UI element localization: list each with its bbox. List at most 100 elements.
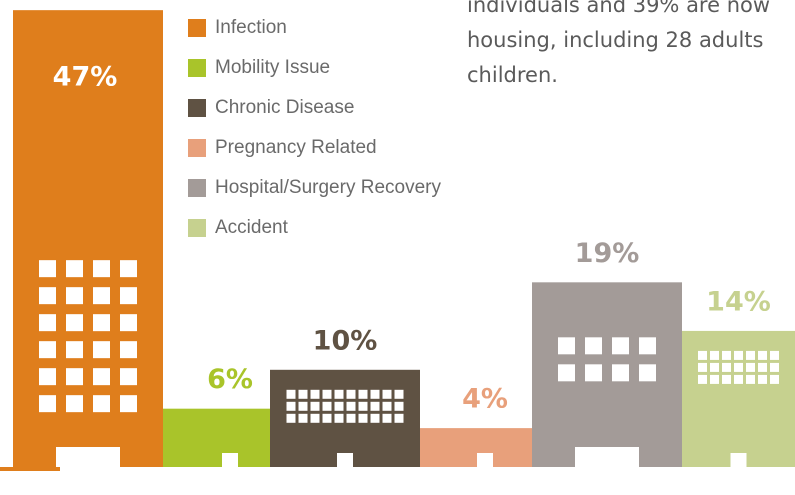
window — [323, 402, 332, 411]
window — [734, 351, 743, 360]
legend-label: Infection — [215, 17, 287, 38]
window — [770, 351, 779, 360]
window — [287, 402, 296, 411]
window — [39, 395, 56, 412]
value-label: 10% — [313, 325, 378, 356]
window — [311, 402, 320, 411]
window — [639, 337, 656, 354]
window — [93, 395, 110, 412]
window — [93, 287, 110, 304]
window — [335, 390, 344, 399]
window — [722, 351, 731, 360]
window — [758, 375, 767, 384]
window — [66, 260, 83, 277]
window — [335, 402, 344, 411]
window — [698, 363, 707, 372]
window — [93, 368, 110, 385]
window — [359, 402, 368, 411]
bar — [532, 282, 682, 467]
window — [335, 414, 344, 423]
window — [93, 314, 110, 331]
window — [120, 368, 137, 385]
legend-swatch — [188, 99, 206, 117]
window — [39, 314, 56, 331]
window — [120, 287, 137, 304]
window — [299, 402, 308, 411]
window — [39, 260, 56, 277]
window — [311, 390, 320, 399]
window — [120, 260, 137, 277]
window — [698, 351, 707, 360]
window — [371, 390, 380, 399]
door — [575, 447, 639, 467]
window — [120, 395, 137, 412]
window — [585, 364, 602, 381]
window — [299, 414, 308, 423]
window — [722, 375, 731, 384]
window — [746, 363, 755, 372]
value-label: 14% — [706, 286, 771, 317]
window — [347, 390, 356, 399]
legend-label: Chronic Disease — [215, 97, 354, 118]
annotation-text: housing, including 28 adults — [467, 28, 763, 52]
window — [639, 364, 656, 381]
chart: individuals and 39% are now housing, incl… — [0, 0, 795, 495]
window — [347, 414, 356, 423]
door — [56, 447, 120, 467]
value-label: 4% — [462, 384, 508, 415]
annotation-text: children. — [467, 63, 558, 87]
window — [299, 390, 308, 399]
window — [39, 368, 56, 385]
window — [734, 375, 743, 384]
window — [734, 363, 743, 372]
value-label: 47% — [53, 62, 118, 93]
window — [323, 414, 332, 423]
window — [383, 402, 392, 411]
window — [66, 368, 83, 385]
window — [287, 390, 296, 399]
window — [93, 341, 110, 358]
window — [746, 375, 755, 384]
door — [477, 453, 493, 467]
legend-label: Accident — [215, 217, 289, 238]
legend-swatch — [188, 139, 206, 157]
window — [395, 402, 404, 411]
window — [746, 351, 755, 360]
window — [585, 337, 602, 354]
window — [359, 390, 368, 399]
window — [722, 363, 731, 372]
window — [311, 414, 320, 423]
window — [287, 414, 296, 423]
value-label: 6% — [207, 364, 253, 395]
window — [66, 314, 83, 331]
window — [383, 414, 392, 423]
legend-label: Hospital/Surgery Recovery — [215, 177, 441, 198]
ground-strip — [0, 467, 60, 471]
window — [758, 351, 767, 360]
window — [359, 414, 368, 423]
window — [120, 314, 137, 331]
window — [770, 363, 779, 372]
window — [558, 364, 575, 381]
window — [710, 375, 719, 384]
legend-swatch — [188, 19, 206, 37]
window — [612, 364, 629, 381]
window — [612, 337, 629, 354]
window — [698, 375, 707, 384]
window — [323, 390, 332, 399]
window — [93, 260, 110, 277]
window — [770, 375, 779, 384]
window — [371, 402, 380, 411]
window — [710, 351, 719, 360]
window — [558, 337, 575, 354]
window — [395, 390, 404, 399]
door — [222, 453, 238, 467]
window — [39, 341, 56, 358]
legend-swatch — [188, 179, 206, 197]
window — [120, 341, 137, 358]
annotation-text: individuals and 39% are now — [467, 0, 770, 17]
window — [39, 287, 56, 304]
window — [758, 363, 767, 372]
value-label: 19% — [575, 238, 640, 269]
window — [347, 402, 356, 411]
